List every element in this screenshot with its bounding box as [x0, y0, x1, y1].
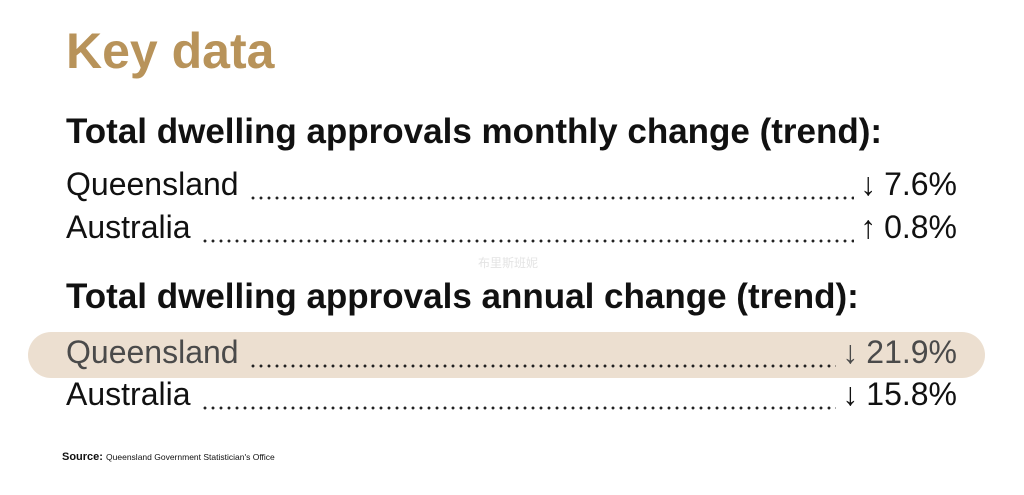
title: Key data [66, 23, 275, 79]
row-value: 21.9% [866, 334, 957, 370]
row-label: Australia [66, 376, 191, 412]
section-heading: Total dwelling approvals monthly change … [66, 112, 883, 151]
row-label: Australia [66, 209, 191, 245]
section-heading: Total dwelling approvals annual change (… [66, 277, 859, 316]
row-arrow: ↑ [860, 209, 877, 245]
row-value: 0.8% [884, 209, 957, 245]
row-label: Queensland [66, 334, 239, 370]
highlight [28, 332, 985, 378]
source-text: Queensland Government Statistician's Off… [106, 452, 275, 462]
dot-leader [248, 364, 837, 368]
data-row: Queensland ↓ 7.6% [66, 166, 957, 208]
dot-leader [200, 406, 837, 410]
data-row: Queensland ↓ 21.9% [66, 334, 957, 376]
data-row: Australia ↓ 15.8% [66, 376, 957, 418]
row-label: Queensland [66, 166, 239, 202]
source-label: Source: [62, 451, 103, 463]
watermark: 布里斯班妮 [478, 256, 539, 270]
row-arrow: ↓ [860, 166, 877, 202]
dot-leader [248, 196, 855, 200]
row-value: 15.8% [866, 376, 957, 412]
source: Source: Queensland Government Statistici… [62, 451, 275, 463]
row-value: 7.6% [884, 166, 957, 202]
row-arrow: ↓ [842, 376, 859, 412]
dot-leader [200, 239, 855, 243]
row-arrow: ↓ [842, 334, 859, 370]
data-row: Australia ↑ 0.8% [66, 209, 957, 251]
